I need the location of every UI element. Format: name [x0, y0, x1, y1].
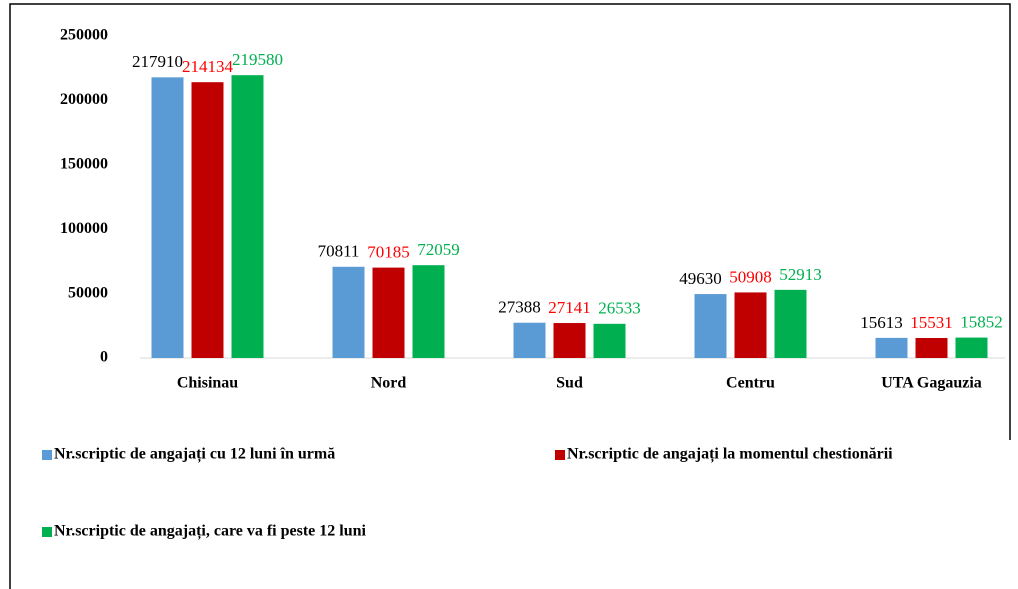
bar: [231, 75, 264, 358]
x-tick-label: UTA Gagauzia: [881, 375, 982, 392]
legend-label: Nr.scriptic de angajați, care va fi pest…: [54, 523, 367, 541]
legend-swatch: [42, 527, 52, 537]
value-label: 27388: [498, 298, 541, 317]
bar: [734, 292, 767, 358]
bar: [875, 337, 908, 358]
value-label: 27141: [548, 298, 591, 317]
y-tick-label: 100000: [60, 220, 108, 237]
bar: [372, 267, 405, 358]
value-label: 219580: [232, 50, 283, 69]
value-label: 70185: [367, 243, 410, 262]
value-label: 15613: [860, 313, 903, 332]
value-label: 52913: [779, 265, 822, 284]
bar: [915, 337, 948, 358]
bar: [151, 77, 184, 359]
x-tick-label: Nord: [371, 375, 407, 392]
value-label: 70811: [318, 242, 360, 261]
y-tick-label: 50000: [68, 284, 108, 301]
x-tick-label: Sud: [556, 375, 583, 392]
legend-label: Nr.scriptic de angajați cu 12 luni în ur…: [54, 446, 335, 464]
value-label: 214134: [182, 57, 234, 76]
bar: [553, 323, 586, 358]
bar: [191, 82, 224, 359]
value-label: 217910: [132, 52, 183, 71]
x-tick-label: Centru: [726, 375, 775, 392]
legend-swatch: [42, 450, 52, 460]
y-tick-label: 150000: [60, 155, 108, 172]
bar: [694, 294, 727, 358]
bar: [412, 265, 445, 358]
value-label: 26533: [598, 299, 641, 318]
value-label: 72059: [417, 240, 460, 259]
legend-label: Nr.scriptic de angajați la momentul ches…: [567, 446, 893, 464]
bar: [513, 322, 546, 358]
value-label: 49630: [679, 269, 722, 288]
y-tick-label: 200000: [60, 91, 108, 108]
value-label: 15852: [960, 312, 1003, 331]
y-tick-label: 0: [100, 349, 108, 366]
bar: [593, 323, 626, 358]
value-label: 50908: [729, 267, 772, 286]
y-tick-label: 250000: [60, 27, 108, 44]
value-label: 15531: [910, 313, 953, 332]
frame: [9, 3, 1011, 589]
bar: [774, 289, 807, 358]
bar: [955, 337, 988, 358]
bar: [332, 266, 365, 358]
x-tick-label: Chisinau: [177, 375, 238, 392]
legend-swatch: [555, 450, 565, 460]
